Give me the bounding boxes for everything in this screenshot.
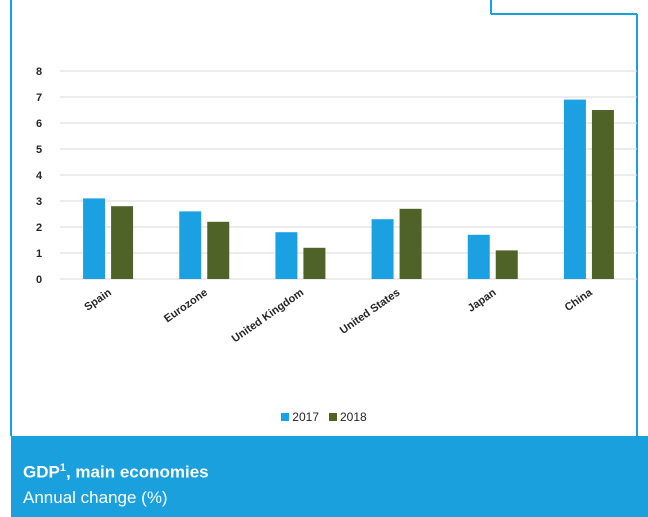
legend: 2017 2018 <box>0 410 648 424</box>
y-tick-label-5: 5 <box>36 144 42 156</box>
bar-2018-eurozone <box>207 221 230 279</box>
bar-2017-japan <box>467 234 490 279</box>
gridlines <box>60 70 637 280</box>
y-tick-label-1: 1 <box>36 248 42 260</box>
bar-2017-china <box>563 99 586 279</box>
chart-caption: GDP1, main economies Annual change (%) <box>11 436 648 517</box>
x-tick-label-united-kingdom: United Kingdom <box>230 287 307 346</box>
caption-title-suffix: , main economies <box>65 462 209 482</box>
y-axis-ticks: 0 1 2 3 4 5 6 7 8 <box>36 66 43 286</box>
y-tick-label-7: 7 <box>36 92 42 104</box>
bar-2017-eurozone <box>179 211 202 279</box>
caption-subtitle: Annual change (%) <box>23 488 168 507</box>
legend-label-2017: 2017 <box>292 410 319 424</box>
bar-2018-united-kingdom <box>303 247 326 279</box>
x-tick-label-china: China <box>563 286 596 314</box>
footnote-marker: 1 <box>59 462 66 474</box>
legend-item-2017: 2017 <box>281 410 319 424</box>
caption-title-text: GDP <box>23 462 60 482</box>
bar-2017-spain <box>83 198 106 279</box>
legend-label-2018: 2018 <box>340 410 367 424</box>
x-tick-label-spain: Spain <box>82 286 114 313</box>
y-tick-label-0: 0 <box>36 274 42 286</box>
legend-item-2018: 2018 <box>329 410 367 424</box>
bars <box>83 99 614 279</box>
y-tick-label-8: 8 <box>36 66 42 78</box>
bar-2018-spain <box>111 206 134 279</box>
y-tick-label-2: 2 <box>36 222 42 234</box>
caption-title: GDP1, main economies <box>23 462 209 483</box>
y-tick-label-3: 3 <box>36 196 42 208</box>
x-axis-labels: Spain Eurozone United Kingdom United States… <box>82 286 595 345</box>
x-tick-label-japan: Japan <box>466 286 499 314</box>
x-tick-label-united-states: United States <box>338 287 402 337</box>
legend-swatch-2017 <box>281 413 290 421</box>
bar-2017-united-kingdom <box>275 232 298 279</box>
bar-2017-united-states <box>371 219 394 279</box>
x-tick-label-eurozone: Eurozone <box>162 287 210 326</box>
y-tick-label-6: 6 <box>36 118 42 130</box>
legend-swatch-2018 <box>329 413 337 421</box>
bar-2018-japan <box>495 250 518 279</box>
y-tick-label-4: 4 <box>36 170 43 182</box>
bar-2018-united-states <box>399 208 422 279</box>
bar-2018-china <box>591 110 614 279</box>
